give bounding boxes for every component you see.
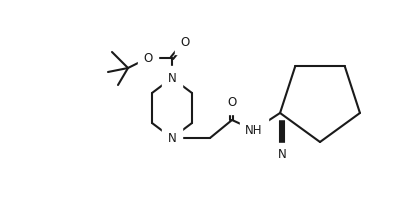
Text: NH: NH	[245, 124, 262, 136]
Text: N: N	[167, 131, 176, 145]
Text: N: N	[167, 71, 176, 85]
Text: N: N	[277, 148, 286, 162]
Text: O: O	[227, 95, 236, 109]
Text: O: O	[143, 51, 152, 65]
Text: O: O	[180, 35, 189, 49]
